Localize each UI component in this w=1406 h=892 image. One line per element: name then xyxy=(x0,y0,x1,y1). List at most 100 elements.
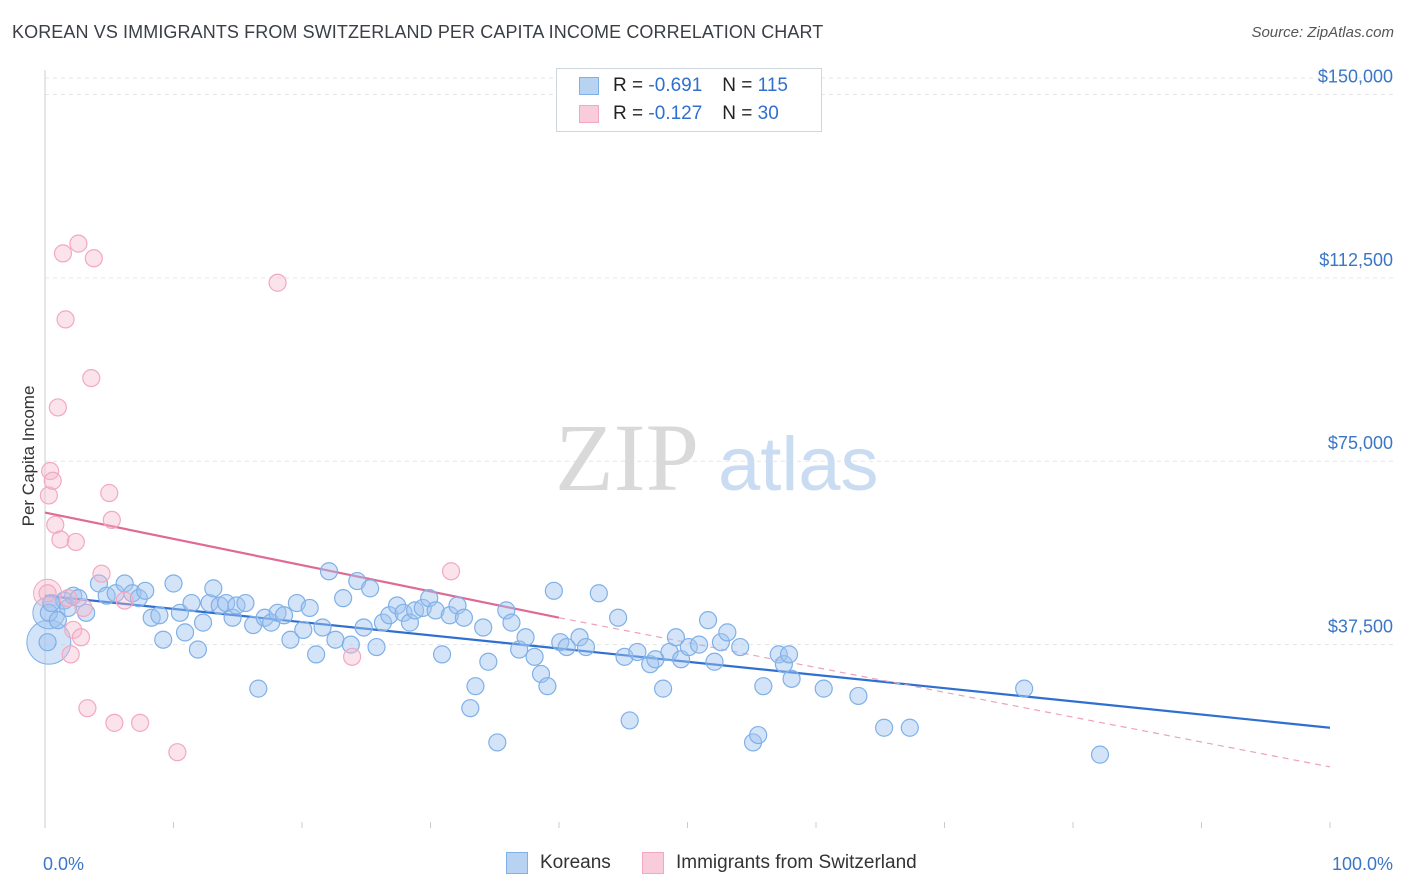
korean-point xyxy=(731,637,750,657)
korean-point xyxy=(294,620,313,640)
korean-point xyxy=(319,562,339,581)
swiss-point xyxy=(168,743,187,762)
korean-point xyxy=(502,613,521,632)
y-axis-label: Per Capita Income xyxy=(19,386,38,527)
korean-point xyxy=(387,596,407,615)
watermark-atlas: atlas xyxy=(718,422,879,507)
korean-point xyxy=(354,618,373,637)
korean-point xyxy=(274,606,294,625)
korean-point xyxy=(426,601,445,620)
bottom-legend: Koreans Immigrants from Switzerland xyxy=(0,852,1406,878)
korean-point xyxy=(488,733,507,752)
legend-n-label: N = xyxy=(722,75,753,96)
korean-point xyxy=(361,579,380,598)
korean-point xyxy=(300,598,319,618)
korean-point xyxy=(188,640,208,659)
chart-title: KOREAN VS IMMIGRANTS FROM SWITZERLAND PE… xyxy=(12,22,824,42)
swiss-point xyxy=(69,234,88,253)
swiss-point xyxy=(78,699,97,718)
korean-point xyxy=(570,628,589,647)
swiss-point xyxy=(100,483,119,503)
korean-point xyxy=(466,677,485,696)
swiss-point xyxy=(115,591,134,610)
korean-point xyxy=(204,579,223,598)
x-tick-label: 100.0% xyxy=(1332,854,1393,874)
korean-point xyxy=(749,725,768,745)
korean-point xyxy=(170,603,190,622)
korean-point xyxy=(900,718,919,737)
swiss-point xyxy=(64,620,83,640)
legend-r-value: -0.691 xyxy=(648,75,703,96)
korean-point xyxy=(42,593,61,613)
korean-point xyxy=(69,589,88,608)
korean-point xyxy=(538,677,557,696)
korean-point xyxy=(705,652,724,671)
korean-point xyxy=(779,645,799,664)
korean-point xyxy=(698,611,718,630)
korean-point xyxy=(754,677,773,696)
y-tick-label: $37,500 xyxy=(1328,617,1393,637)
korean-point xyxy=(373,613,393,632)
swiss-point xyxy=(51,530,70,549)
legend-swatch-swiss xyxy=(579,105,599,123)
korean-point xyxy=(182,593,201,613)
korean-point xyxy=(136,581,155,600)
swiss-point xyxy=(268,273,287,292)
swiss-point xyxy=(61,645,80,664)
swiss-point xyxy=(74,598,93,618)
korean-point xyxy=(164,574,183,593)
korean-point xyxy=(48,611,67,630)
korean-point xyxy=(313,618,332,637)
korean-point xyxy=(394,603,413,622)
korean-point xyxy=(193,613,213,632)
swiss-point xyxy=(38,584,57,603)
korean-point xyxy=(432,645,452,664)
korean-point xyxy=(454,608,474,627)
korean-point xyxy=(440,606,459,625)
swiss-point xyxy=(53,244,73,263)
korean-point xyxy=(236,593,255,613)
bottom-legend-swatch-koreans xyxy=(506,852,528,874)
korean-point xyxy=(576,637,596,657)
legend: R = -0.691 N = 115 R = -0.127 N = 30 xyxy=(556,68,822,132)
korean-point xyxy=(38,633,57,652)
korean-point xyxy=(589,584,608,603)
korean-point xyxy=(307,645,326,664)
watermark-zip: ZIP xyxy=(555,404,699,511)
bottom-legend-swatch-swiss xyxy=(642,852,664,874)
korean-point xyxy=(849,686,868,706)
korean-point xyxy=(175,623,195,642)
korean-point xyxy=(814,679,833,698)
korean-point xyxy=(154,630,173,649)
korean-point xyxy=(461,699,480,718)
swiss-point xyxy=(441,562,461,581)
bottom-legend-swiss: Immigrants from Switzerland xyxy=(642,852,917,874)
korean-point xyxy=(689,635,709,654)
korean-point xyxy=(620,711,639,730)
korean-point xyxy=(711,633,731,652)
korean-point xyxy=(653,679,673,698)
data-points xyxy=(26,234,1110,764)
korean-point xyxy=(249,679,268,698)
legend-r-label: R = xyxy=(613,103,644,124)
korean-point xyxy=(646,650,665,669)
korean-point xyxy=(150,606,169,625)
korean-point xyxy=(474,618,493,637)
legend-row-swiss: R = -0.127 N = 30 xyxy=(579,102,779,126)
axis-labels: $37,500 $75,000 $112,500 $150,000 0.0% 100.0%… xyxy=(19,66,1393,874)
legend-r-label: R = xyxy=(613,75,644,96)
korean-point xyxy=(516,628,535,647)
korean-point xyxy=(281,630,300,649)
swiss-trend-line-dashed xyxy=(558,617,1331,768)
watermark: ZIP atlas xyxy=(555,404,879,511)
legend-swatch-koreans xyxy=(579,77,599,95)
swiss-point xyxy=(84,249,103,268)
bottom-legend-label-koreans: Koreans xyxy=(540,852,611,873)
y-tick-label: $75,000 xyxy=(1328,433,1393,453)
korean-point xyxy=(525,647,544,666)
korean-point xyxy=(666,628,686,647)
trend-lines xyxy=(44,511,1331,768)
swiss-point xyxy=(48,398,67,417)
swiss-point xyxy=(130,713,150,732)
